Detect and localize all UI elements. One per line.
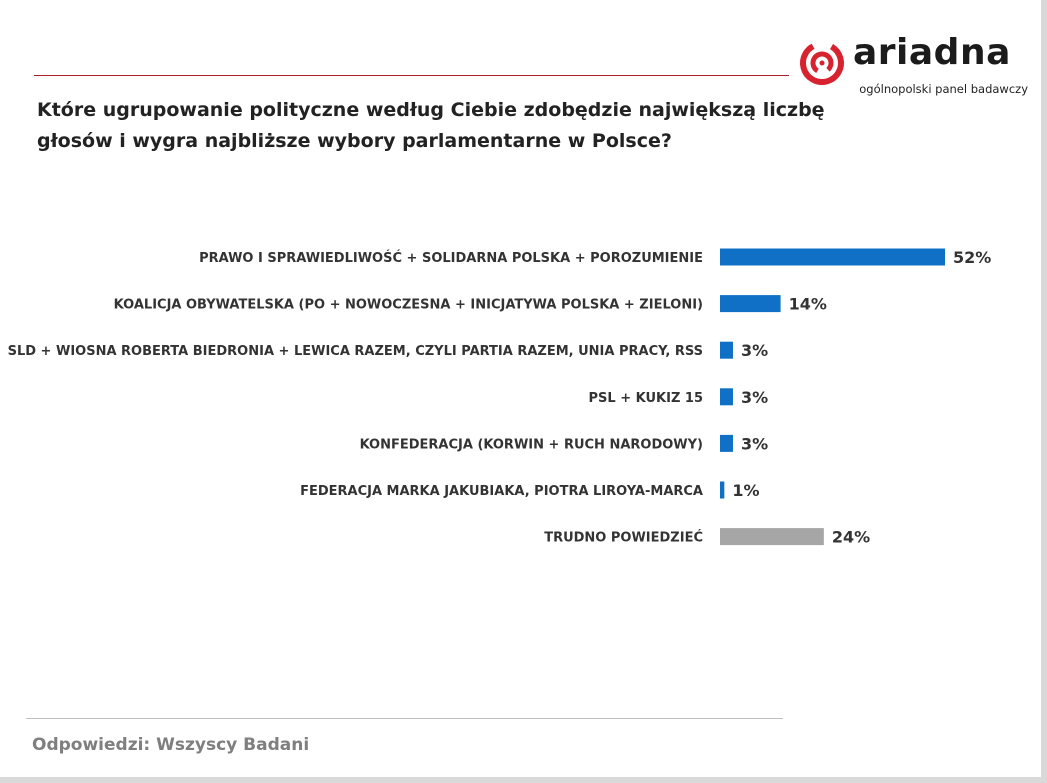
category-label: SLD + WIOSNA ROBERTA BIEDRONIA + LEWICA …	[8, 344, 703, 359]
ariadna-logo-icon	[800, 41, 844, 86]
category-label: PRAWO I SPRAWIEDLIWOŚĆ + SOLIDARNA POLSK…	[199, 250, 703, 266]
question-title: Które ugrupowanie polityczne według Cieb…	[37, 99, 825, 152]
bar	[720, 248, 945, 266]
ariadna-logo: ariadna ogólnopolski panel badawczy	[797, 32, 1032, 100]
category-label: KOALICJA OBYWATELSKA (PO + NOWOCZESNA + …	[114, 298, 703, 313]
bar	[720, 481, 725, 499]
value-label: 24%	[832, 528, 870, 547]
value-label: 1%	[732, 481, 759, 500]
value-label: 3%	[741, 434, 768, 453]
logo-wordmark: ariadna	[853, 32, 1011, 73]
respondents-note: Odpowiedzi: Wszyscy Badani	[32, 735, 310, 755]
value-label: 14%	[789, 295, 827, 314]
bar	[720, 388, 733, 406]
bar	[720, 295, 781, 313]
bar	[720, 434, 733, 452]
category-label: KONFEDERACJA (KORWIN + RUCH NARODOWY)	[360, 437, 703, 452]
footer-divider	[26, 718, 783, 719]
value-label: 52%	[953, 248, 991, 267]
category-label: PSL + KUKIZ 15	[589, 391, 703, 406]
value-label: 3%	[741, 341, 768, 360]
category-label: FEDERACJA MARKA JAKUBIAKA, PIOTRA LIROYA…	[300, 484, 703, 499]
value-label: 3%	[741, 388, 768, 407]
bar	[720, 528, 824, 546]
bar	[720, 341, 733, 359]
logo-tagline: ogólnopolski panel badawczy	[859, 82, 1028, 96]
category-label: TRUDNO POWIEDZIEĆ	[544, 530, 703, 546]
header-divider	[34, 75, 789, 76]
